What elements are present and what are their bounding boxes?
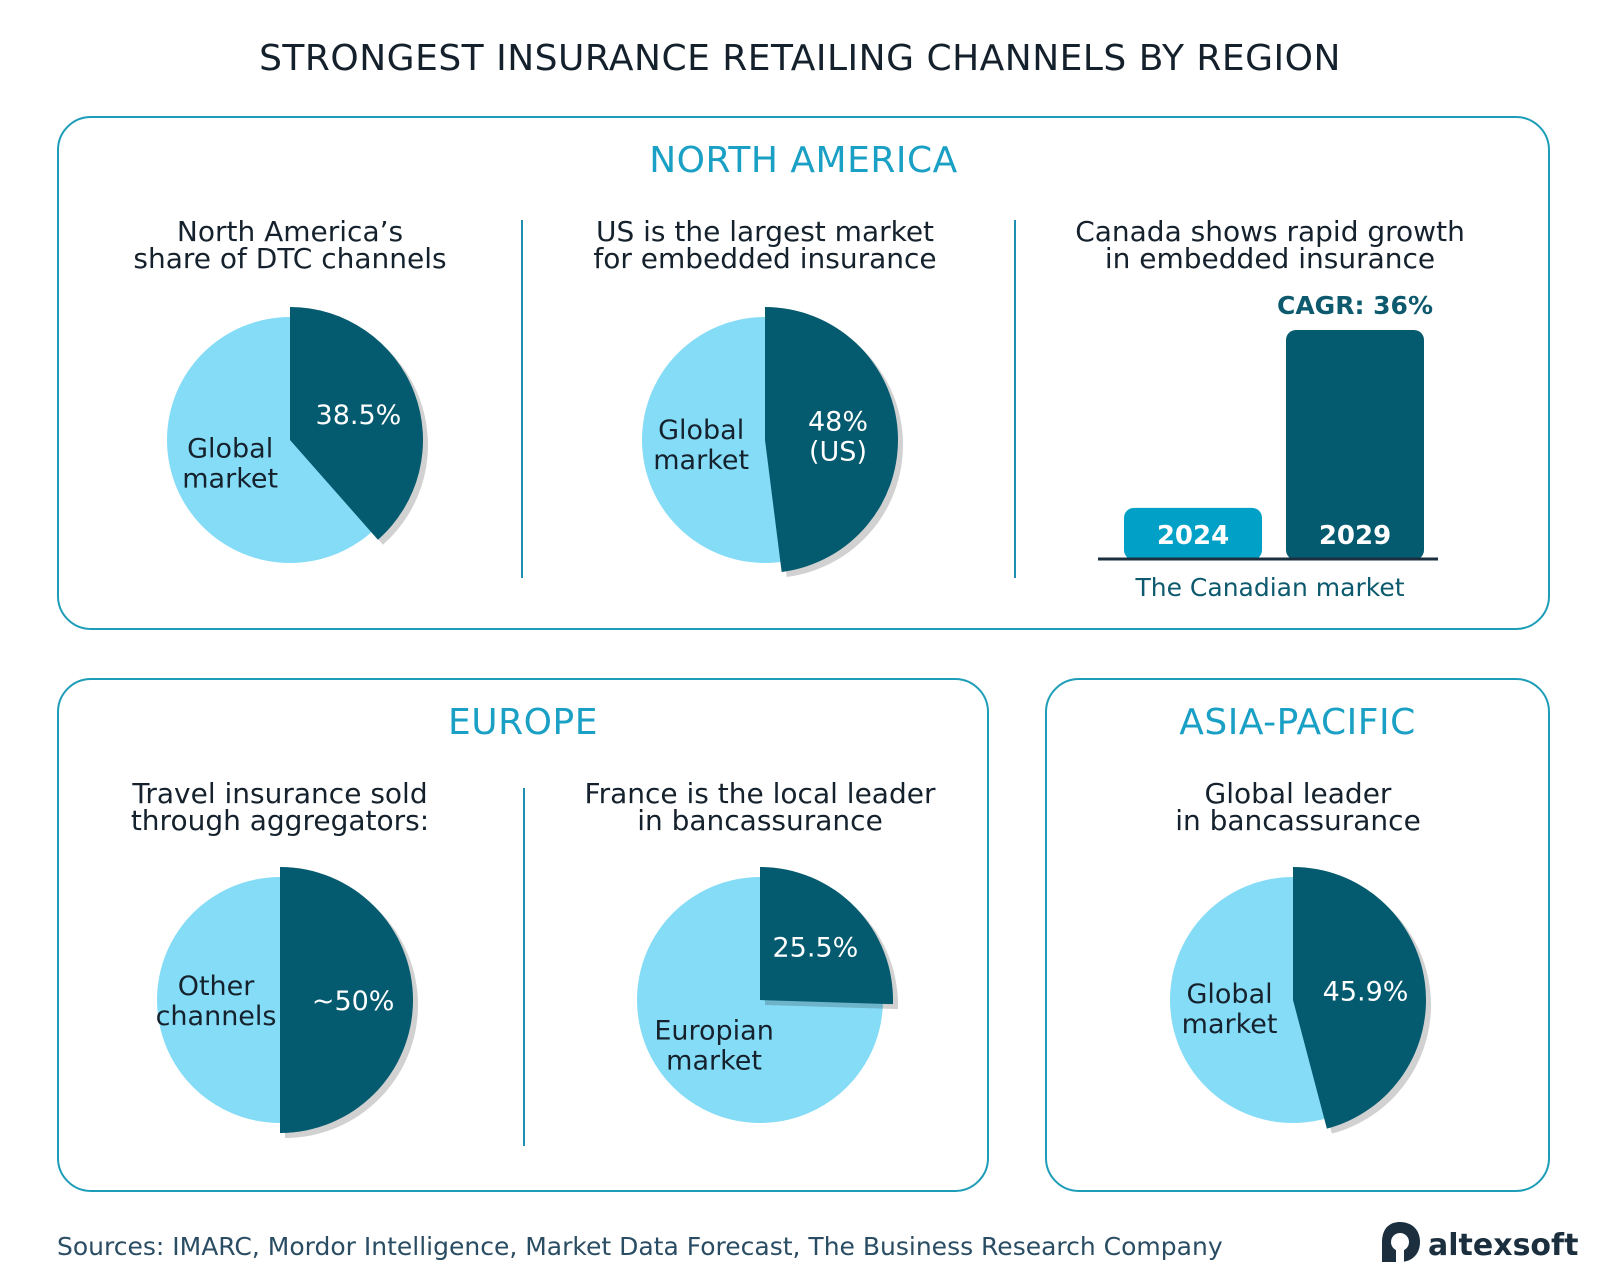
chart-title-travel-aggregators: Travel insurance sold through aggregator… bbox=[130, 777, 430, 837]
pie-label-highlight: 38.5% bbox=[316, 400, 402, 431]
pie-label-highlight: ~50% bbox=[312, 986, 395, 1017]
bar-xlabel: The Canadian market bbox=[1134, 573, 1404, 602]
region-title-asia-pacific: ASIA-PACIFIC bbox=[1179, 702, 1416, 743]
chart-title-us-embedded: US is the largest market for embedded in… bbox=[593, 215, 937, 275]
pie-label-remainder: Global market bbox=[653, 415, 749, 476]
pie-slice-highlight bbox=[760, 867, 893, 1005]
pie-chart-travel-aggregators: ~50% Other channels bbox=[156, 867, 418, 1138]
pie-chart-apac-bancassurance: 45.9% Global market bbox=[1170, 867, 1431, 1134]
pie-chart-na-dtc: 38.5% Global market bbox=[167, 307, 429, 563]
bar-label-2029: 2029 bbox=[1319, 521, 1391, 551]
altexsoft-logo-icon bbox=[1382, 1222, 1420, 1262]
pie-slice-highlight bbox=[765, 307, 899, 572]
bar-chart-canada: 2024 2029 CAGR: 36% The Canadian market bbox=[1098, 291, 1438, 602]
divider bbox=[523, 788, 525, 1146]
pie-label-remainder: Global market bbox=[1182, 979, 1278, 1040]
brand-name: altexsoft bbox=[1428, 1228, 1579, 1263]
sources-note: Sources: IMARC, Mordor Intelligence, Mar… bbox=[57, 1232, 1223, 1261]
chart-title-apac-bancassurance: Global leader in bancassurance bbox=[1175, 777, 1421, 837]
cagr-annotation: CAGR: 36% bbox=[1277, 291, 1433, 320]
pie-chart-us-embedded: 48% (US) Global market bbox=[642, 307, 904, 577]
bar-2024 bbox=[1124, 507, 1262, 560]
pie-slice-highlight bbox=[290, 307, 423, 540]
pie-label-remainder: Global market bbox=[182, 434, 278, 495]
bar-2029 bbox=[1286, 330, 1424, 560]
chart-title-na-dtc: North America’s share of DTC channels bbox=[133, 215, 447, 275]
pie-label-remainder: Other channels bbox=[156, 971, 277, 1032]
pie-label-highlight: 48% (US) bbox=[808, 406, 868, 467]
bar-label-2024: 2024 bbox=[1157, 521, 1229, 551]
divider bbox=[1014, 220, 1016, 578]
region-title-europe: EUROPE bbox=[448, 702, 598, 743]
region-title-north-america: NORTH AMERICA bbox=[649, 140, 958, 181]
divider bbox=[521, 220, 523, 578]
pie-label-highlight: 45.9% bbox=[1323, 977, 1409, 1008]
pie-chart-france-bancassurance: 25.5% Europian market bbox=[637, 867, 898, 1123]
page-title: STRONGEST INSURANCE RETAILING CHANNELS B… bbox=[259, 38, 1341, 79]
pie-label-highlight: 25.5% bbox=[773, 932, 859, 963]
pie-slice-highlight bbox=[280, 867, 413, 1133]
pie-slice-highlight bbox=[1293, 867, 1427, 1129]
pie-label-remainder: Europian market bbox=[654, 1016, 774, 1077]
chart-title-canada-growth: Canada shows rapid growth in embedded in… bbox=[1075, 215, 1465, 275]
chart-title-france-bancassurance: France is the local leader in bancassura… bbox=[584, 777, 936, 837]
